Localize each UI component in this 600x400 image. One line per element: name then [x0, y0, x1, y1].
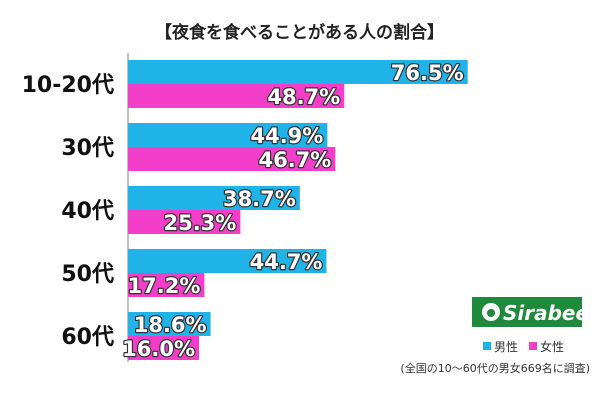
category-label-60: 60代 [61, 325, 114, 350]
value-label-male-10-20: 76.5% [391, 61, 464, 85]
bars-group: 10-20代 76.5% 48.7% 30代 44.9%46.7% 40代 38.7%25.… [22, 60, 468, 362]
bar-female-60 [128, 336, 200, 360]
bar-male-10-20 [128, 60, 468, 84]
logo-mark-dot-icon [487, 309, 495, 317]
legend-label-male: 男性 [494, 340, 518, 354]
value-label-female-30: 46.7% [258, 148, 331, 172]
footnote: (全国の10〜60代の男女669名に調査) [400, 361, 590, 375]
bar-male-60 [128, 312, 211, 336]
bar-female-30 [128, 147, 336, 171]
legend-swatch-male [483, 342, 491, 350]
value-label-male-50: 44.7% [250, 250, 323, 274]
logo-text: Sirabee [503, 301, 589, 325]
category-label-10-20: 10-20代 [22, 73, 114, 98]
category-label-30: 30代 [61, 136, 114, 161]
bar-male-40 [128, 186, 300, 210]
bar-female-50 [128, 273, 205, 297]
logo: Sirabee [472, 297, 589, 327]
bar-male-30 [128, 123, 328, 147]
value-label-female-10-20: 48.7% [267, 85, 340, 109]
value-label-male-60: 18.6% [134, 313, 207, 337]
chart-title: 【夜食を食べることがある人の割合】 [155, 22, 444, 43]
value-label-female-60: 16.0% [122, 337, 195, 361]
value-label-male-40: 38.7% [223, 187, 296, 211]
legend-swatch-female [529, 342, 537, 350]
bar-male-50 [128, 249, 327, 273]
value-label-female-50: 17.2% [128, 274, 201, 298]
value-label-male-30: 44.9% [250, 124, 323, 148]
legend: 男性 女性 [483, 339, 564, 354]
legend-label-female: 女性 [540, 339, 564, 354]
value-label-female-40: 25.3% [163, 211, 236, 235]
bar-female-10-20 [128, 84, 345, 108]
bar-female-40 [128, 210, 241, 234]
category-label-40: 40代 [61, 199, 114, 224]
category-label-50: 50代 [61, 262, 114, 287]
